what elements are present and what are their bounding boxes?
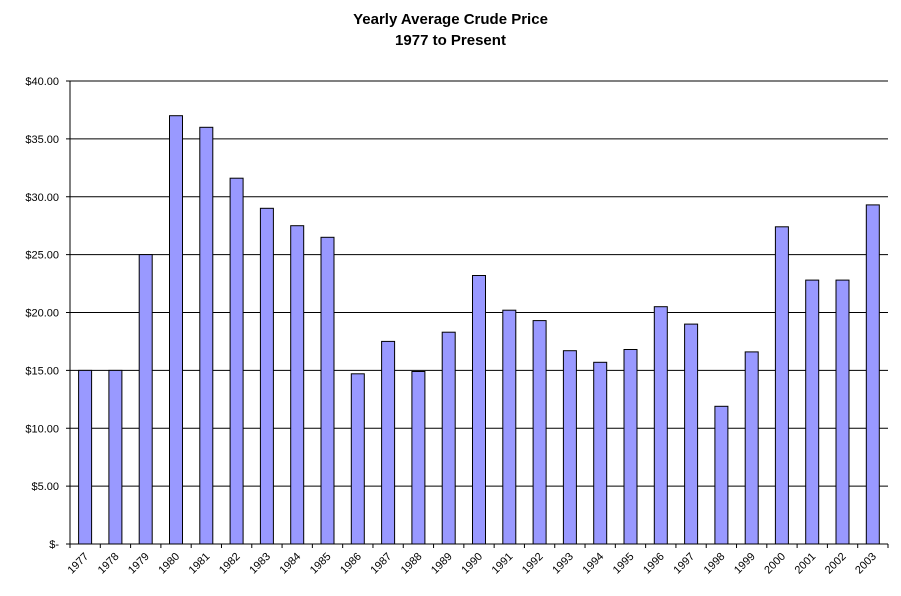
bar-1978 — [108, 369, 123, 545]
x-tick-label: 1986 — [338, 551, 364, 577]
x-tick-label: 1996 — [641, 551, 667, 577]
x-axis-ticks: 1977 1978 1979 1980 1981 1982 1983 1984 1985 1986… — [65, 544, 889, 577]
x-tick-label: 1978 — [96, 551, 122, 577]
bar-1979 — [138, 254, 153, 545]
x-tick-label: 1991 — [490, 551, 516, 577]
bar-1992 — [532, 320, 547, 545]
x-tick-label: 1994 — [581, 551, 607, 577]
x-tick-label: 1995 — [611, 551, 637, 577]
x-tick-label: 1981 — [187, 551, 213, 577]
y-tick-label: $5.00 — [31, 481, 59, 493]
bar-1999 — [744, 351, 759, 545]
x-tick-label: 1987 — [368, 551, 394, 577]
x-tick-label: 1985 — [308, 551, 334, 577]
bar-1984 — [290, 225, 305, 545]
bar-1991 — [502, 309, 517, 545]
x-tick-label: 1980 — [156, 551, 182, 577]
bar-1989 — [441, 331, 456, 545]
bar-2003 — [865, 204, 880, 545]
bar-1990 — [472, 275, 486, 545]
bar-series — [78, 115, 880, 545]
bar-1997 — [684, 323, 699, 545]
y-tick-label: $35.00 — [25, 134, 59, 146]
bar-1981 — [199, 126, 214, 545]
bar-1995 — [623, 349, 638, 545]
y-tick-label: $- — [49, 539, 59, 551]
bar-1994 — [593, 361, 608, 545]
bar-1983 — [259, 207, 274, 545]
bar-1986 — [350, 373, 365, 545]
bar-1982 — [229, 177, 244, 545]
bar-1996 — [653, 306, 668, 545]
y-tick-label: $30.00 — [25, 192, 59, 204]
x-tick-label: 1998 — [702, 551, 728, 577]
x-tick-label: 1982 — [217, 551, 243, 577]
bar-1998 — [714, 405, 729, 545]
bar-1977 — [78, 369, 93, 545]
x-tick-label: 2002 — [823, 551, 849, 577]
x-tick-label: 1977 — [65, 551, 91, 577]
x-tick-label: 1984 — [278, 551, 304, 577]
x-tick-label: 1979 — [126, 551, 152, 577]
bar-1980 — [169, 115, 183, 545]
y-tick-label: $20.00 — [25, 308, 59, 320]
chart-subtitle: 1977 to Present — [395, 32, 506, 49]
x-tick-label: 1983 — [247, 551, 273, 577]
bar-1987 — [381, 340, 396, 545]
y-tick-label: $10.00 — [25, 423, 59, 435]
x-tick-label: 1993 — [550, 551, 576, 577]
bar-2002 — [835, 279, 850, 545]
x-tick-label: 2001 — [793, 551, 819, 577]
x-tick-label: 1988 — [399, 551, 425, 577]
x-tick-label: 1997 — [671, 551, 697, 577]
x-tick-label: 1992 — [520, 551, 546, 577]
y-tick-label: $40.00 — [25, 76, 59, 88]
bar-1993 — [562, 350, 577, 545]
x-tick-label: 1989 — [429, 551, 455, 577]
y-tick-label: $15.00 — [25, 365, 59, 377]
chart-title: Yearly Average Crude Price — [353, 11, 548, 28]
bar-1985 — [320, 236, 335, 545]
x-tick-label: 2000 — [762, 551, 788, 577]
x-tick-label: 1999 — [732, 551, 758, 577]
bar-2001 — [805, 279, 820, 545]
x-tick-label: 1990 — [459, 551, 485, 577]
y-axis-ticks: $- $5.00 $10.00 $15.00 $20.00 $25.00 $30.00 $35… — [25, 76, 70, 551]
x-tick-label: 2003 — [853, 551, 879, 577]
bar-2000 — [774, 226, 789, 545]
y-tick-label: $25.00 — [25, 250, 59, 262]
bar-1988 — [411, 371, 426, 545]
